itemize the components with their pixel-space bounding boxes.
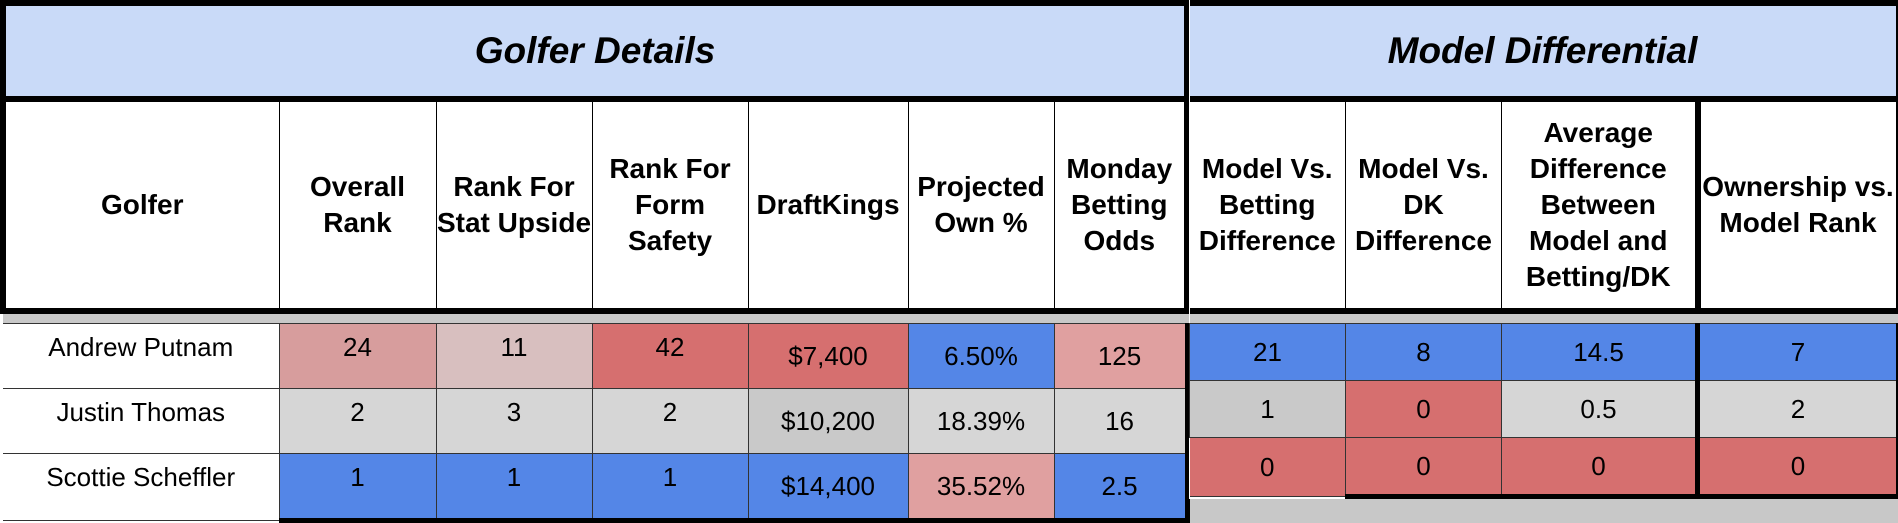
draftkings-cell[interactable]: $10,200 (748, 389, 908, 454)
overall-rank-cell[interactable]: 1 (279, 454, 436, 521)
betting-diff-cell[interactable]: 1 (1190, 381, 1346, 438)
dk-diff-cell[interactable]: 8 (1346, 324, 1502, 381)
header-betting-odds[interactable]: Monday Betting Odds (1054, 99, 1187, 311)
table-row: 1 0 0.5 2 (1190, 381, 1898, 438)
table-row: 0 0 0 0 (1190, 438, 1898, 497)
table-row: 21 8 14.5 7 (1190, 324, 1898, 381)
overall-rank-cell[interactable]: 2 (279, 389, 436, 454)
stat-upside-cell[interactable]: 1 (436, 454, 592, 521)
betting-odds-cell[interactable]: 16 (1054, 389, 1187, 454)
model-differential-panel: Model Differential Model Vs. Betting Dif… (1189, 0, 1898, 499)
golfer-name-cell[interactable]: Scottie Scheffler (3, 454, 279, 521)
ownership-rank-cell[interactable]: 2 (1698, 381, 1898, 438)
draftkings-cell[interactable]: $14,400 (748, 454, 908, 521)
header-golfer[interactable]: Golfer (3, 99, 279, 311)
header-ownership-vs-model[interactable]: Ownership vs. Model Rank (1698, 99, 1898, 311)
table-row: Justin Thomas 2 3 2 $10,200 18.39% 16 (3, 389, 1187, 454)
header-model-vs-betting[interactable]: Model Vs. Betting Difference (1190, 99, 1346, 311)
avg-diff-cell[interactable]: 0 (1502, 438, 1698, 497)
golfer-details-table: Golfer Details Golfer Overall Rank Rank … (0, 0, 1190, 523)
draftkings-cell[interactable]: $7,400 (748, 324, 908, 389)
betting-diff-cell[interactable]: 21 (1190, 324, 1346, 381)
dk-diff-cell[interactable]: 0 (1346, 381, 1502, 438)
header-rank-form-safety[interactable]: Rank For Form Safety (592, 99, 748, 311)
golfer-name-cell[interactable]: Justin Thomas (3, 389, 279, 454)
header-model-vs-dk[interactable]: Model Vs. DK Difference (1346, 99, 1502, 311)
table-row: Andrew Putnam 24 11 42 $7,400 6.50% 125 (3, 324, 1187, 389)
header-projected-own[interactable]: Projected Own % (908, 99, 1054, 311)
stat-upside-cell[interactable]: 11 (436, 324, 592, 389)
ownership-rank-cell[interactable]: 0 (1698, 438, 1898, 497)
betting-odds-cell[interactable]: 2.5 (1054, 454, 1187, 521)
overall-rank-cell[interactable]: 24 (279, 324, 436, 389)
table-row: Scottie Scheffler 1 1 1 $14,400 35.52% 2… (3, 454, 1187, 521)
avg-diff-cell[interactable]: 14.5 (1502, 324, 1698, 381)
spreadsheet: Golfer Details Golfer Overall Rank Rank … (0, 0, 1898, 508)
model-differential-title: Model Differential (1190, 3, 1898, 99)
header-overall-rank[interactable]: Overall Rank (279, 99, 436, 311)
golfer-name-cell[interactable]: Andrew Putnam (3, 324, 279, 389)
golfer-details-title: Golfer Details (3, 3, 1187, 99)
avg-diff-cell[interactable]: 0.5 (1502, 381, 1698, 438)
form-safety-cell[interactable]: 2 (592, 389, 748, 454)
dk-diff-cell[interactable]: 0 (1346, 438, 1502, 497)
projected-own-cell[interactable]: 6.50% (908, 324, 1054, 389)
projected-own-cell[interactable]: 35.52% (908, 454, 1054, 521)
header-rank-stat-upside[interactable]: Rank For Stat Upside (436, 99, 592, 311)
golfer-details-panel: Golfer Details Golfer Overall Rank Rank … (0, 0, 1184, 523)
form-safety-cell[interactable]: 1 (592, 454, 748, 521)
header-draftkings[interactable]: DraftKings (748, 99, 908, 311)
stat-upside-cell[interactable]: 3 (436, 389, 592, 454)
betting-diff-cell[interactable]: 0 (1190, 438, 1346, 497)
ownership-rank-cell[interactable]: 7 (1698, 324, 1898, 381)
header-average-difference[interactable]: Average Difference Between Model and Bet… (1502, 99, 1698, 311)
projected-own-cell[interactable]: 18.39% (908, 389, 1054, 454)
betting-odds-cell[interactable]: 125 (1054, 324, 1187, 389)
form-safety-cell[interactable]: 42 (592, 324, 748, 389)
model-differential-table: Model Differential Model Vs. Betting Dif… (1189, 0, 1898, 499)
